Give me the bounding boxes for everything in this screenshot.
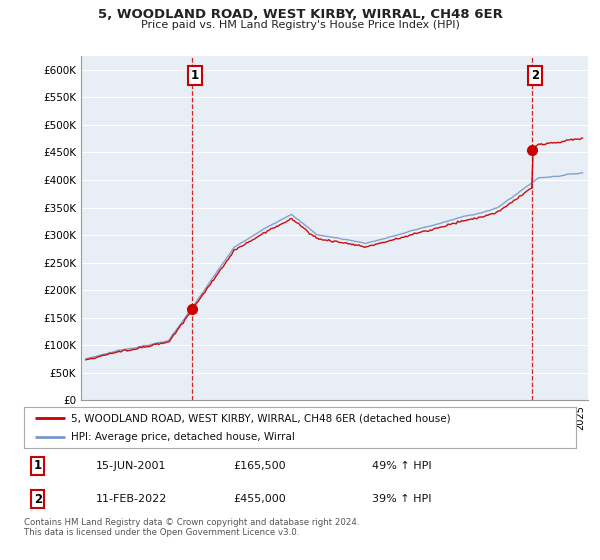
Text: 15-JUN-2001: 15-JUN-2001 [96,461,166,471]
Text: 1: 1 [34,459,42,472]
Text: 49% ↑ HPI: 49% ↑ HPI [372,461,431,471]
Text: £165,500: £165,500 [234,461,286,471]
Text: 5, WOODLAND ROAD, WEST KIRBY, WIRRAL, CH48 6ER (detached house): 5, WOODLAND ROAD, WEST KIRBY, WIRRAL, CH… [71,413,451,423]
Text: 1: 1 [191,69,199,82]
Text: 5, WOODLAND ROAD, WEST KIRBY, WIRRAL, CH48 6ER: 5, WOODLAND ROAD, WEST KIRBY, WIRRAL, CH… [98,8,502,21]
Text: HPI: Average price, detached house, Wirral: HPI: Average price, detached house, Wirr… [71,432,295,442]
Text: 2: 2 [34,493,42,506]
Text: 2: 2 [531,69,539,82]
Text: Contains HM Land Registry data © Crown copyright and database right 2024.
This d: Contains HM Land Registry data © Crown c… [24,518,359,538]
Text: 39% ↑ HPI: 39% ↑ HPI [372,494,431,504]
Text: £455,000: £455,000 [234,494,287,504]
Text: Price paid vs. HM Land Registry's House Price Index (HPI): Price paid vs. HM Land Registry's House … [140,20,460,30]
Text: 11-FEB-2022: 11-FEB-2022 [96,494,167,504]
